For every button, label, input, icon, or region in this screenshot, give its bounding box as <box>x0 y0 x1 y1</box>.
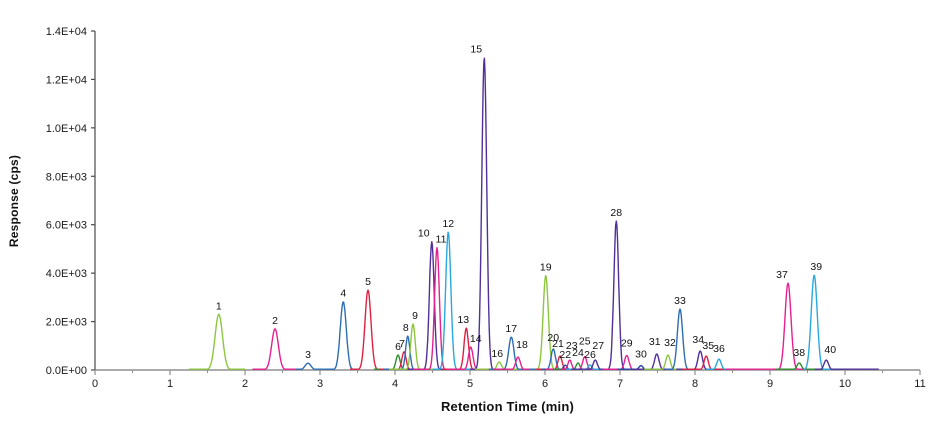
peak-label-7: 7 <box>399 338 405 350</box>
peak-label-16: 16 <box>491 348 503 360</box>
peak-label-24: 24 <box>572 347 584 359</box>
peak-trace-3 <box>295 362 325 370</box>
peak-label-10: 10 <box>418 228 430 240</box>
x-tick-label: 8 <box>692 378 698 390</box>
peak-label-19: 19 <box>540 262 552 274</box>
peak-trace-13 <box>442 327 491 370</box>
peak-label-36: 36 <box>713 343 725 355</box>
peak-trace-38 <box>775 362 824 370</box>
x-tick-label: 3 <box>317 378 323 390</box>
peak-label-39: 39 <box>810 261 822 273</box>
peak-label-26: 26 <box>584 349 596 361</box>
peak-label-14: 14 <box>470 333 482 345</box>
peak-label-12: 12 <box>442 218 454 230</box>
peak-label-40: 40 <box>824 344 836 356</box>
peak-trace-40 <box>814 359 880 370</box>
peak-label-32: 32 <box>664 337 676 349</box>
y-tick-label: 6.0E+03 <box>46 220 87 232</box>
x-tick-label: 6 <box>542 378 548 390</box>
peak-label-18: 18 <box>516 339 528 351</box>
y-tick-label: 1.4E+04 <box>46 26 87 38</box>
peak-label-3: 3 <box>305 349 311 361</box>
x-axis-title: Retention Time (min) <box>440 399 575 414</box>
peak-label-27: 27 <box>592 340 604 352</box>
peak-label-25: 25 <box>579 336 591 348</box>
peak-label-20: 20 <box>547 332 559 344</box>
y-tick-label: 0.0E+00 <box>46 365 87 377</box>
peak-trace-4 <box>323 301 359 370</box>
x-tick-label: 2 <box>242 378 248 390</box>
peak-label-34: 34 <box>692 334 704 346</box>
peak-label-4: 4 <box>340 288 346 300</box>
x-tick-label: 1 <box>167 378 173 390</box>
peak-label-1: 1 <box>216 300 222 312</box>
x-tick-label: 5 <box>467 378 473 390</box>
x-tick-label: 4 <box>392 378 398 390</box>
x-tick-label: 10 <box>839 378 851 390</box>
y-tick-label: 4.0E+03 <box>46 268 87 280</box>
peak-label-6: 6 <box>395 341 401 353</box>
peak-trace-24 <box>553 362 603 370</box>
peak-label-38: 38 <box>793 347 805 359</box>
peak-trace-2 <box>252 328 302 370</box>
peak-label-13: 13 <box>457 314 469 326</box>
peak-label-28: 28 <box>610 207 622 219</box>
peak-label-5: 5 <box>365 276 371 288</box>
peak-label-17: 17 <box>505 323 517 335</box>
peak-label-37: 37 <box>776 269 788 281</box>
y-tick-label: 1.2E+04 <box>46 74 87 86</box>
peak-label-15: 15 <box>470 44 482 56</box>
peak-trace-15 <box>469 57 508 370</box>
y-tick-label: 2.0E+03 <box>46 317 87 329</box>
peak-trace-35 <box>682 355 731 370</box>
peak-label-31: 31 <box>649 336 661 348</box>
peak-label-9: 9 <box>412 310 418 322</box>
y-tick-label: 1.0E+04 <box>46 123 87 135</box>
peak-label-33: 33 <box>674 295 686 307</box>
peak-trace-16 <box>475 361 524 370</box>
peak-trace-1 <box>188 313 246 370</box>
peak-label-30: 30 <box>635 349 647 361</box>
peak-trace-5 <box>349 289 392 370</box>
peak-label-8: 8 <box>403 322 409 334</box>
peak-label-21: 21 <box>552 338 564 350</box>
peak-label-11: 11 <box>436 234 447 246</box>
peak-trace-37 <box>724 282 808 370</box>
peak-label-29: 29 <box>621 337 633 349</box>
y-tick-label: 8.0E+03 <box>46 171 87 183</box>
peak-trace-12 <box>432 231 474 370</box>
peak-label-2: 2 <box>272 315 278 327</box>
peak-trace-36 <box>706 358 741 370</box>
x-tick-label: 9 <box>767 378 773 390</box>
peak-trace-6 <box>373 354 423 370</box>
peak-trace-27 <box>571 359 620 370</box>
peak-label-23: 23 <box>566 340 578 352</box>
y-axis-title: Response (cps) <box>7 154 21 248</box>
x-tick-label: 11 <box>914 378 925 390</box>
x-tick-label: 0 <box>92 378 98 390</box>
peak-label-22: 22 <box>559 349 571 361</box>
x-tick-label: 7 <box>617 378 623 390</box>
peak-label-35: 35 <box>702 340 714 352</box>
